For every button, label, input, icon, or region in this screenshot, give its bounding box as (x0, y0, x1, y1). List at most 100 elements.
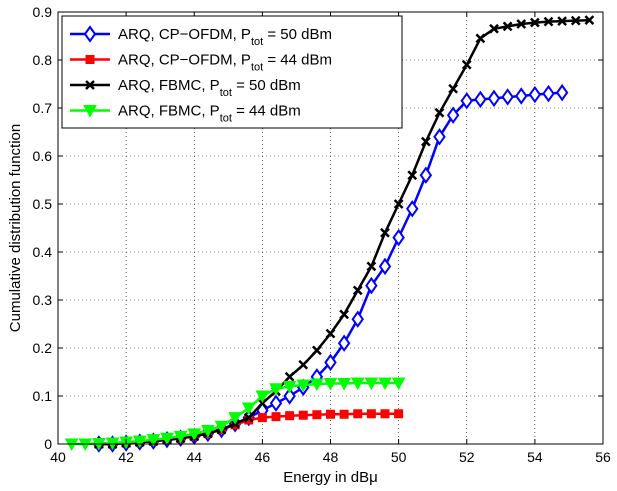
legend-label-subscript: tot (251, 36, 263, 48)
legend-label-suffix: = 50 dBm (232, 77, 301, 94)
data-point (366, 409, 376, 419)
legend-label-suffix: = 44 dBm (263, 52, 332, 69)
legend-label: ARQ, FBMC, Ptot = 50 dBm (118, 77, 301, 99)
x-axis-label: Energy in dBμ (283, 469, 378, 486)
legend-label: ARQ, CP−OFDM, Ptot = 50 dBm (118, 26, 332, 48)
y-tick-label: 0.4 (33, 244, 53, 260)
x-tick-label: 54 (527, 449, 543, 465)
data-point (146, 434, 161, 447)
legend-swatch-marker (85, 80, 95, 90)
x-tick-label: 40 (50, 449, 66, 465)
legend-label: ARQ, FBMC, Ptot = 44 dBm (118, 103, 301, 125)
legend-label-text: ARQ, FBMC, P (118, 77, 220, 94)
legend-label-suffix: = 44 dBm (232, 103, 301, 120)
data-point (325, 328, 336, 339)
data-point (570, 15, 581, 26)
legend-swatch-marker (85, 55, 95, 64)
axis-ticks: 40 42 44 46 48 50 52 54 56 0 0.1 0.2 0.3 0.4 0.5 0.6 0.7… (33, 4, 611, 465)
data-point (337, 378, 351, 391)
data-point (214, 420, 229, 434)
data-point (337, 334, 351, 352)
data-point (557, 16, 568, 27)
data-point (543, 16, 554, 27)
data-point (501, 88, 514, 106)
data-point (350, 377, 365, 391)
legend-item: ARQ, FBMC, Ptot = 44 dBm (70, 103, 301, 125)
data-point (448, 83, 459, 94)
x-tick-label: 42 (118, 449, 134, 465)
data-point (269, 394, 283, 412)
data-point (243, 412, 254, 423)
legend-item: ARQ, FBMC, Ptot = 50 dBm (70, 77, 301, 99)
data-point (323, 378, 338, 391)
data-point (406, 200, 419, 218)
data-point (296, 379, 311, 393)
y-tick-label: 0 (44, 436, 52, 452)
data-point (298, 410, 308, 420)
data-point (228, 412, 242, 425)
x-tick-label: 46 (255, 449, 271, 465)
legend-label-subscript: tot (220, 113, 232, 125)
legend-label: ARQ, CP−OFDM, Ptot = 44 dBm (118, 52, 332, 74)
data-point (365, 276, 378, 295)
data-point (298, 359, 309, 370)
data-point (132, 435, 147, 449)
y-tick-label: 0.5 (33, 196, 53, 212)
data-point (339, 409, 349, 419)
x-tick-label: 48 (323, 449, 339, 465)
legend-label-text: ARQ, CP−OFDM, P (118, 26, 251, 43)
data-point (555, 83, 569, 102)
data-point (364, 377, 379, 391)
x-tick-label: 56 (595, 449, 611, 465)
data-point (324, 353, 337, 372)
y-tick-label: 0.6 (33, 148, 53, 164)
data-point (378, 377, 392, 391)
data-point (378, 257, 392, 276)
legend-item: ARQ, CP−OFDM, Ptot = 50 dBm (70, 25, 332, 48)
legend-label-suffix: = 50 dBm (263, 26, 332, 43)
legend-swatch-marker (83, 105, 97, 118)
data-point (434, 107, 445, 118)
data-point (271, 412, 281, 422)
data-point (475, 33, 486, 44)
y-tick-label: 0.2 (33, 340, 53, 356)
data-point (407, 170, 418, 181)
data-point (380, 409, 390, 419)
data-point (282, 380, 297, 394)
data-point (312, 410, 322, 420)
x-tick-label: 44 (186, 449, 202, 465)
data-point (420, 136, 431, 147)
data-point (255, 390, 270, 404)
data-point (160, 432, 174, 446)
y-tick-label: 0.8 (33, 52, 53, 68)
data-point (380, 227, 390, 238)
legend-label-text: ARQ, CP−OFDM, P (118, 52, 251, 69)
data-point (173, 430, 188, 444)
legend-item: ARQ, CP−OFDM, Ptot = 44 dBm (70, 52, 332, 74)
data-point (516, 19, 527, 29)
data-point (366, 261, 377, 272)
y-tick-label: 0.1 (33, 388, 53, 404)
data-point (257, 398, 268, 409)
data-point (584, 15, 595, 26)
data-point (257, 413, 267, 423)
data-point (446, 106, 460, 124)
x-tick-label: 52 (459, 449, 475, 465)
data-point (474, 90, 487, 109)
data-point (529, 17, 540, 28)
data-point (269, 383, 283, 396)
data-point (310, 378, 324, 392)
data-point (187, 428, 202, 441)
y-tick-label: 0.3 (33, 292, 53, 308)
data-point (352, 285, 363, 296)
legend-label-subscript: tot (220, 87, 232, 99)
data-point (393, 199, 404, 209)
y-tick-label: 0.9 (33, 4, 53, 20)
data-point (311, 345, 322, 356)
data-point (351, 310, 364, 328)
data-point (285, 411, 295, 421)
data-point (201, 425, 215, 438)
data-point (528, 85, 542, 104)
